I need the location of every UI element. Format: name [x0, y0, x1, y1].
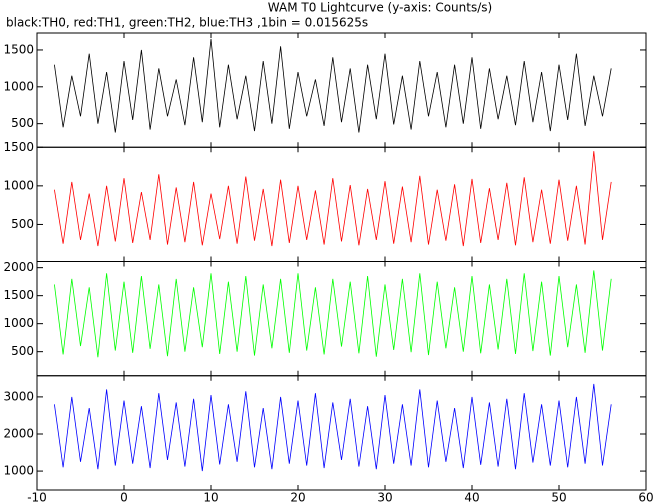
y-tick-label: 500	[11, 217, 34, 231]
y-tick-label: 1500	[3, 140, 34, 154]
y-tick-label: 3000	[3, 389, 34, 403]
x-tick-label: 20	[290, 491, 305, 504]
chart-subtitle: black:TH0, red:TH1, green:TH2, blue:TH3 …	[6, 16, 368, 30]
y-tick-label: 1000	[3, 464, 34, 478]
y-tick-label: 2000	[3, 260, 34, 274]
x-tick-label: 30	[377, 491, 392, 504]
x-tick-label: -10	[27, 491, 47, 504]
chart-title: WAM T0 Lightcurve (y-axis: Counts/s)	[268, 1, 492, 15]
series-line	[54, 151, 612, 247]
series-line	[54, 270, 612, 358]
series-line	[54, 38, 612, 133]
panel-frame	[36, 146, 647, 262]
y-tick-label: 500	[11, 116, 34, 130]
panel-frame	[36, 375, 647, 491]
y-tick-label: 500	[11, 344, 34, 358]
series-line	[54, 383, 612, 472]
y-tick-label: 1500	[3, 288, 34, 302]
y-tick-label: 2000	[3, 426, 34, 440]
x-tick-label: 40	[464, 491, 479, 504]
x-tick-label: 50	[551, 491, 566, 504]
y-tick-label: 1000	[3, 79, 34, 93]
x-tick-label: 10	[203, 491, 218, 504]
x-tick-label: 60	[638, 491, 653, 504]
y-tick-label: 1000	[3, 316, 34, 330]
x-tick-label: 0	[120, 491, 128, 504]
y-tick-label: 1000	[3, 178, 34, 192]
y-tick-label: 1500	[3, 42, 34, 56]
